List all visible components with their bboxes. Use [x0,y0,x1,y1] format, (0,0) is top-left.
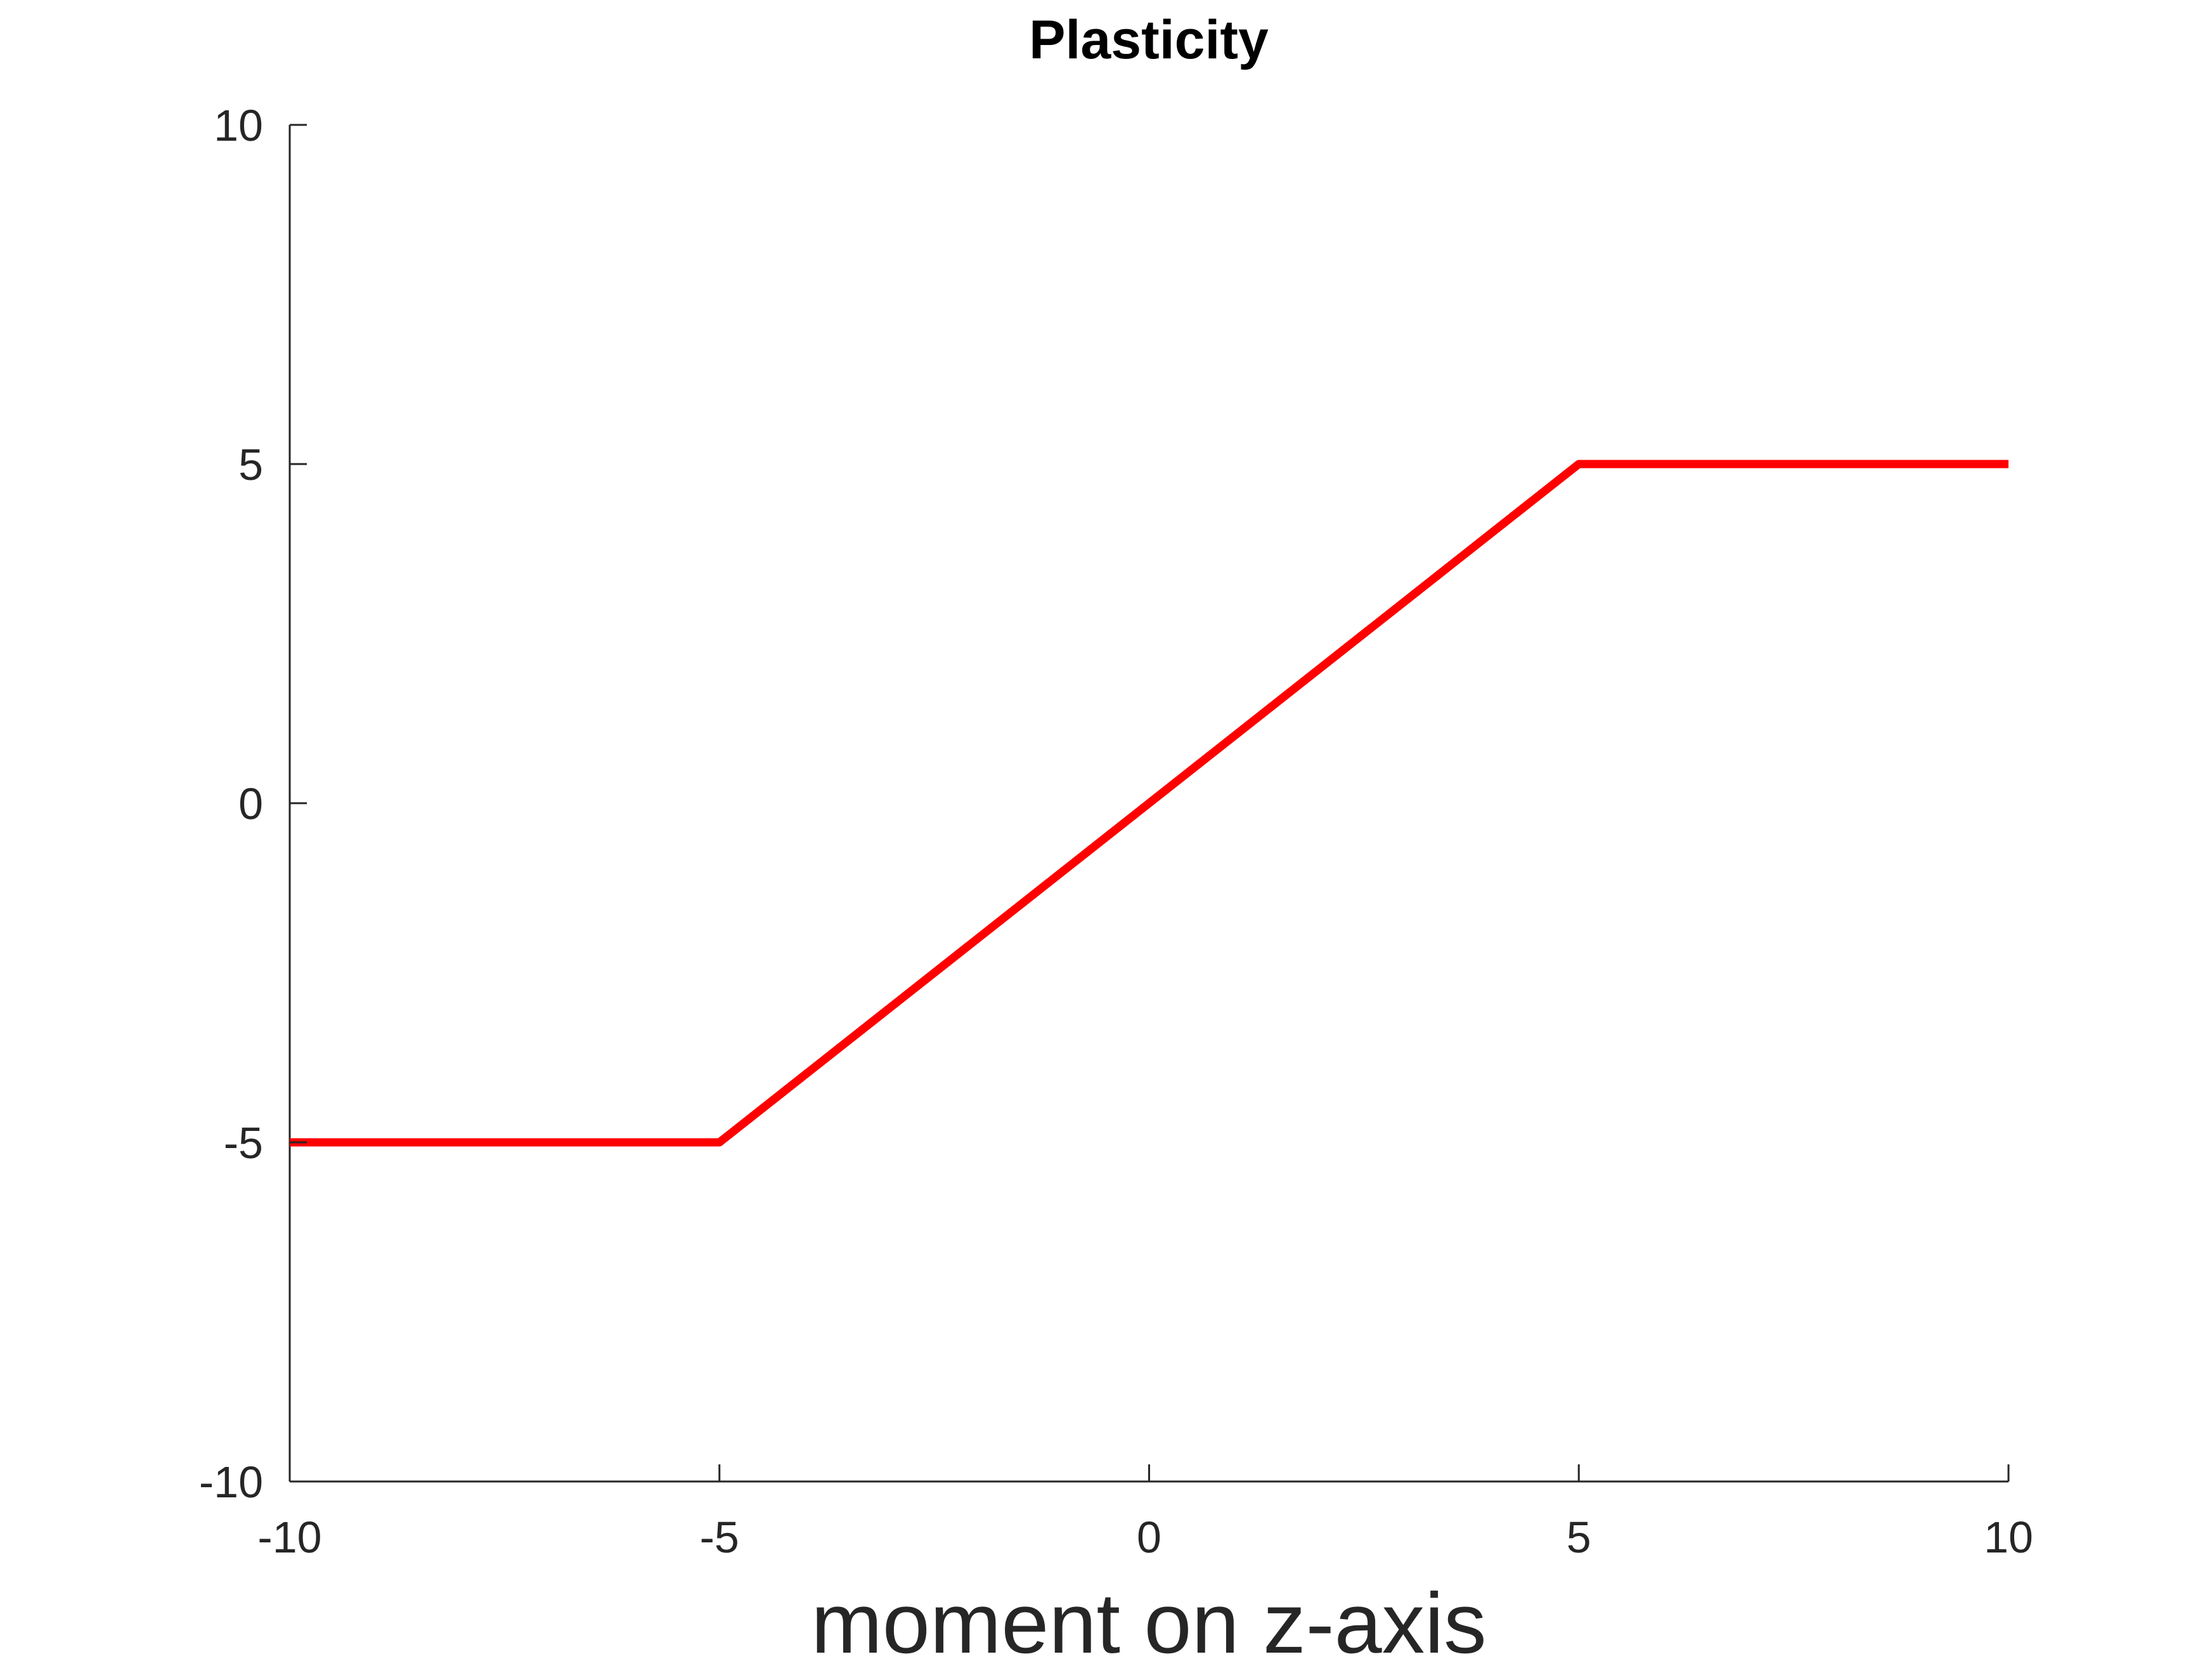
y-tick-label: 10 [214,101,263,150]
y-tick-label: -5 [224,1118,263,1168]
y-tick-label: 5 [238,440,263,489]
series-line [290,460,2008,1147]
y-tick-label: 0 [238,779,263,829]
y-axis-ticks: -10 -5 0 5 10 [199,101,307,1507]
x-tick-label: 0 [1137,1513,1161,1562]
x-tick-label: -5 [700,1513,739,1562]
x-axis-label: moment on z-axis [811,1575,1486,1659]
x-tick-label: -10 [257,1513,321,1562]
x-axis-ticks: -10 -5 0 5 10 [257,1464,2033,1562]
series-layer [290,460,2008,1147]
y-tick-label: -10 [199,1457,263,1507]
x-tick-label: 5 [1567,1513,1591,1562]
x-tick-label: 10 [1984,1513,2033,1562]
chart-title: Plasticity [1029,10,1269,70]
